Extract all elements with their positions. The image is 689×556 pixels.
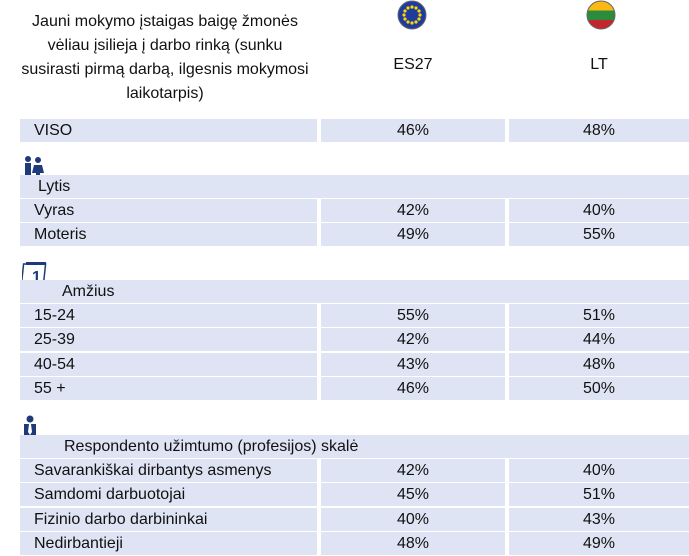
row-value: 40% (396, 510, 430, 528)
row-label: Savarankiškai dirbantys asmenys (34, 462, 272, 479)
row-value: 51% (582, 307, 616, 324)
row-bg (509, 304, 689, 327)
row-value: 43% (396, 355, 430, 373)
row-value: 48% (582, 122, 616, 139)
row-bg (20, 531, 317, 555)
section-bg (20, 280, 689, 303)
row-bg (509, 483, 689, 507)
row-bg (20, 119, 317, 142)
row-bg (321, 223, 505, 247)
row-bg (509, 223, 689, 247)
row-bg (321, 199, 505, 222)
row-value: 49% (396, 226, 430, 244)
row-bg (509, 199, 689, 222)
row-value: 48% (396, 534, 430, 552)
row-bg (321, 507, 505, 531)
row-bg (20, 199, 317, 222)
row-value: 55% (582, 226, 616, 244)
row-bg (321, 483, 505, 507)
column-header: LT (590, 56, 608, 73)
row-label: 15-24 (34, 307, 75, 324)
row-bg (509, 459, 689, 482)
row-bg (20, 352, 317, 376)
row-value: 48% (582, 355, 616, 373)
row-bg (509, 507, 689, 531)
row-value: 45% (396, 486, 430, 504)
row-bg (509, 531, 689, 555)
row-value: 42% (396, 462, 430, 479)
column-header: ES27 (393, 56, 433, 73)
section-bg (20, 435, 689, 458)
section-title: Lytis (38, 178, 71, 195)
row-value: 49% (582, 534, 616, 552)
row-bg (321, 376, 505, 400)
row-label: 40-54 (34, 355, 75, 373)
row-bg (20, 304, 317, 327)
section-title: Respondento užimtumo (profesijos) skalė (64, 438, 359, 455)
row-bg (509, 119, 689, 142)
eu-flag (397, 0, 427, 30)
row-bg (20, 328, 317, 352)
row-value: 55% (396, 307, 430, 324)
row-bg (509, 328, 689, 352)
row-bg (509, 376, 689, 400)
section-bg (20, 175, 689, 198)
row-bg (321, 531, 505, 555)
header-title-line: Jauni mokymo įstaigas baigę žmonės (32, 13, 298, 30)
row-value: 46% (396, 379, 430, 397)
row-value: 40% (582, 202, 616, 219)
row-bg (20, 223, 317, 247)
header-title-line: vėliau įsilieja į darbo rinką (sunku (47, 37, 283, 54)
row-label: 55 + (34, 379, 66, 397)
row-bg (321, 328, 505, 352)
row-bg (20, 507, 317, 531)
row-value: 50% (582, 379, 616, 397)
section-icon (22, 155, 46, 184)
row-label: Samdomi darbuotojai (34, 486, 186, 504)
row-bg (509, 352, 689, 376)
row-label: Nedirbantieji (34, 534, 123, 552)
row-value: 42% (396, 202, 430, 219)
row-value: 44% (582, 331, 616, 349)
row-bg (321, 119, 505, 142)
row-value: 40% (582, 462, 616, 479)
row-value: 42% (396, 331, 430, 349)
row-bg (20, 376, 317, 400)
row-label: 25-39 (34, 331, 75, 349)
row-label: Vyras (34, 202, 75, 219)
section-title: Amžius (62, 283, 115, 300)
lt-flag (586, 0, 616, 30)
row-value: 51% (582, 486, 616, 504)
row-bg (20, 483, 317, 507)
svg-text:1: 1 (32, 269, 41, 286)
row-bg (20, 459, 317, 482)
row-bg (321, 352, 505, 376)
row-bg (321, 459, 505, 482)
row-label: Moteris (34, 226, 87, 244)
row-value: 43% (582, 510, 616, 528)
row-bg (321, 304, 505, 327)
header-title-line: laikotarpis) (126, 85, 204, 102)
row-label: Fizinio darbo darbininkai (34, 510, 208, 528)
row-label: VISO (34, 122, 73, 139)
row-value: 46% (396, 122, 430, 139)
header-title-line: susirasti pirmą darbą, ilgesnis mokymosi (21, 61, 309, 78)
